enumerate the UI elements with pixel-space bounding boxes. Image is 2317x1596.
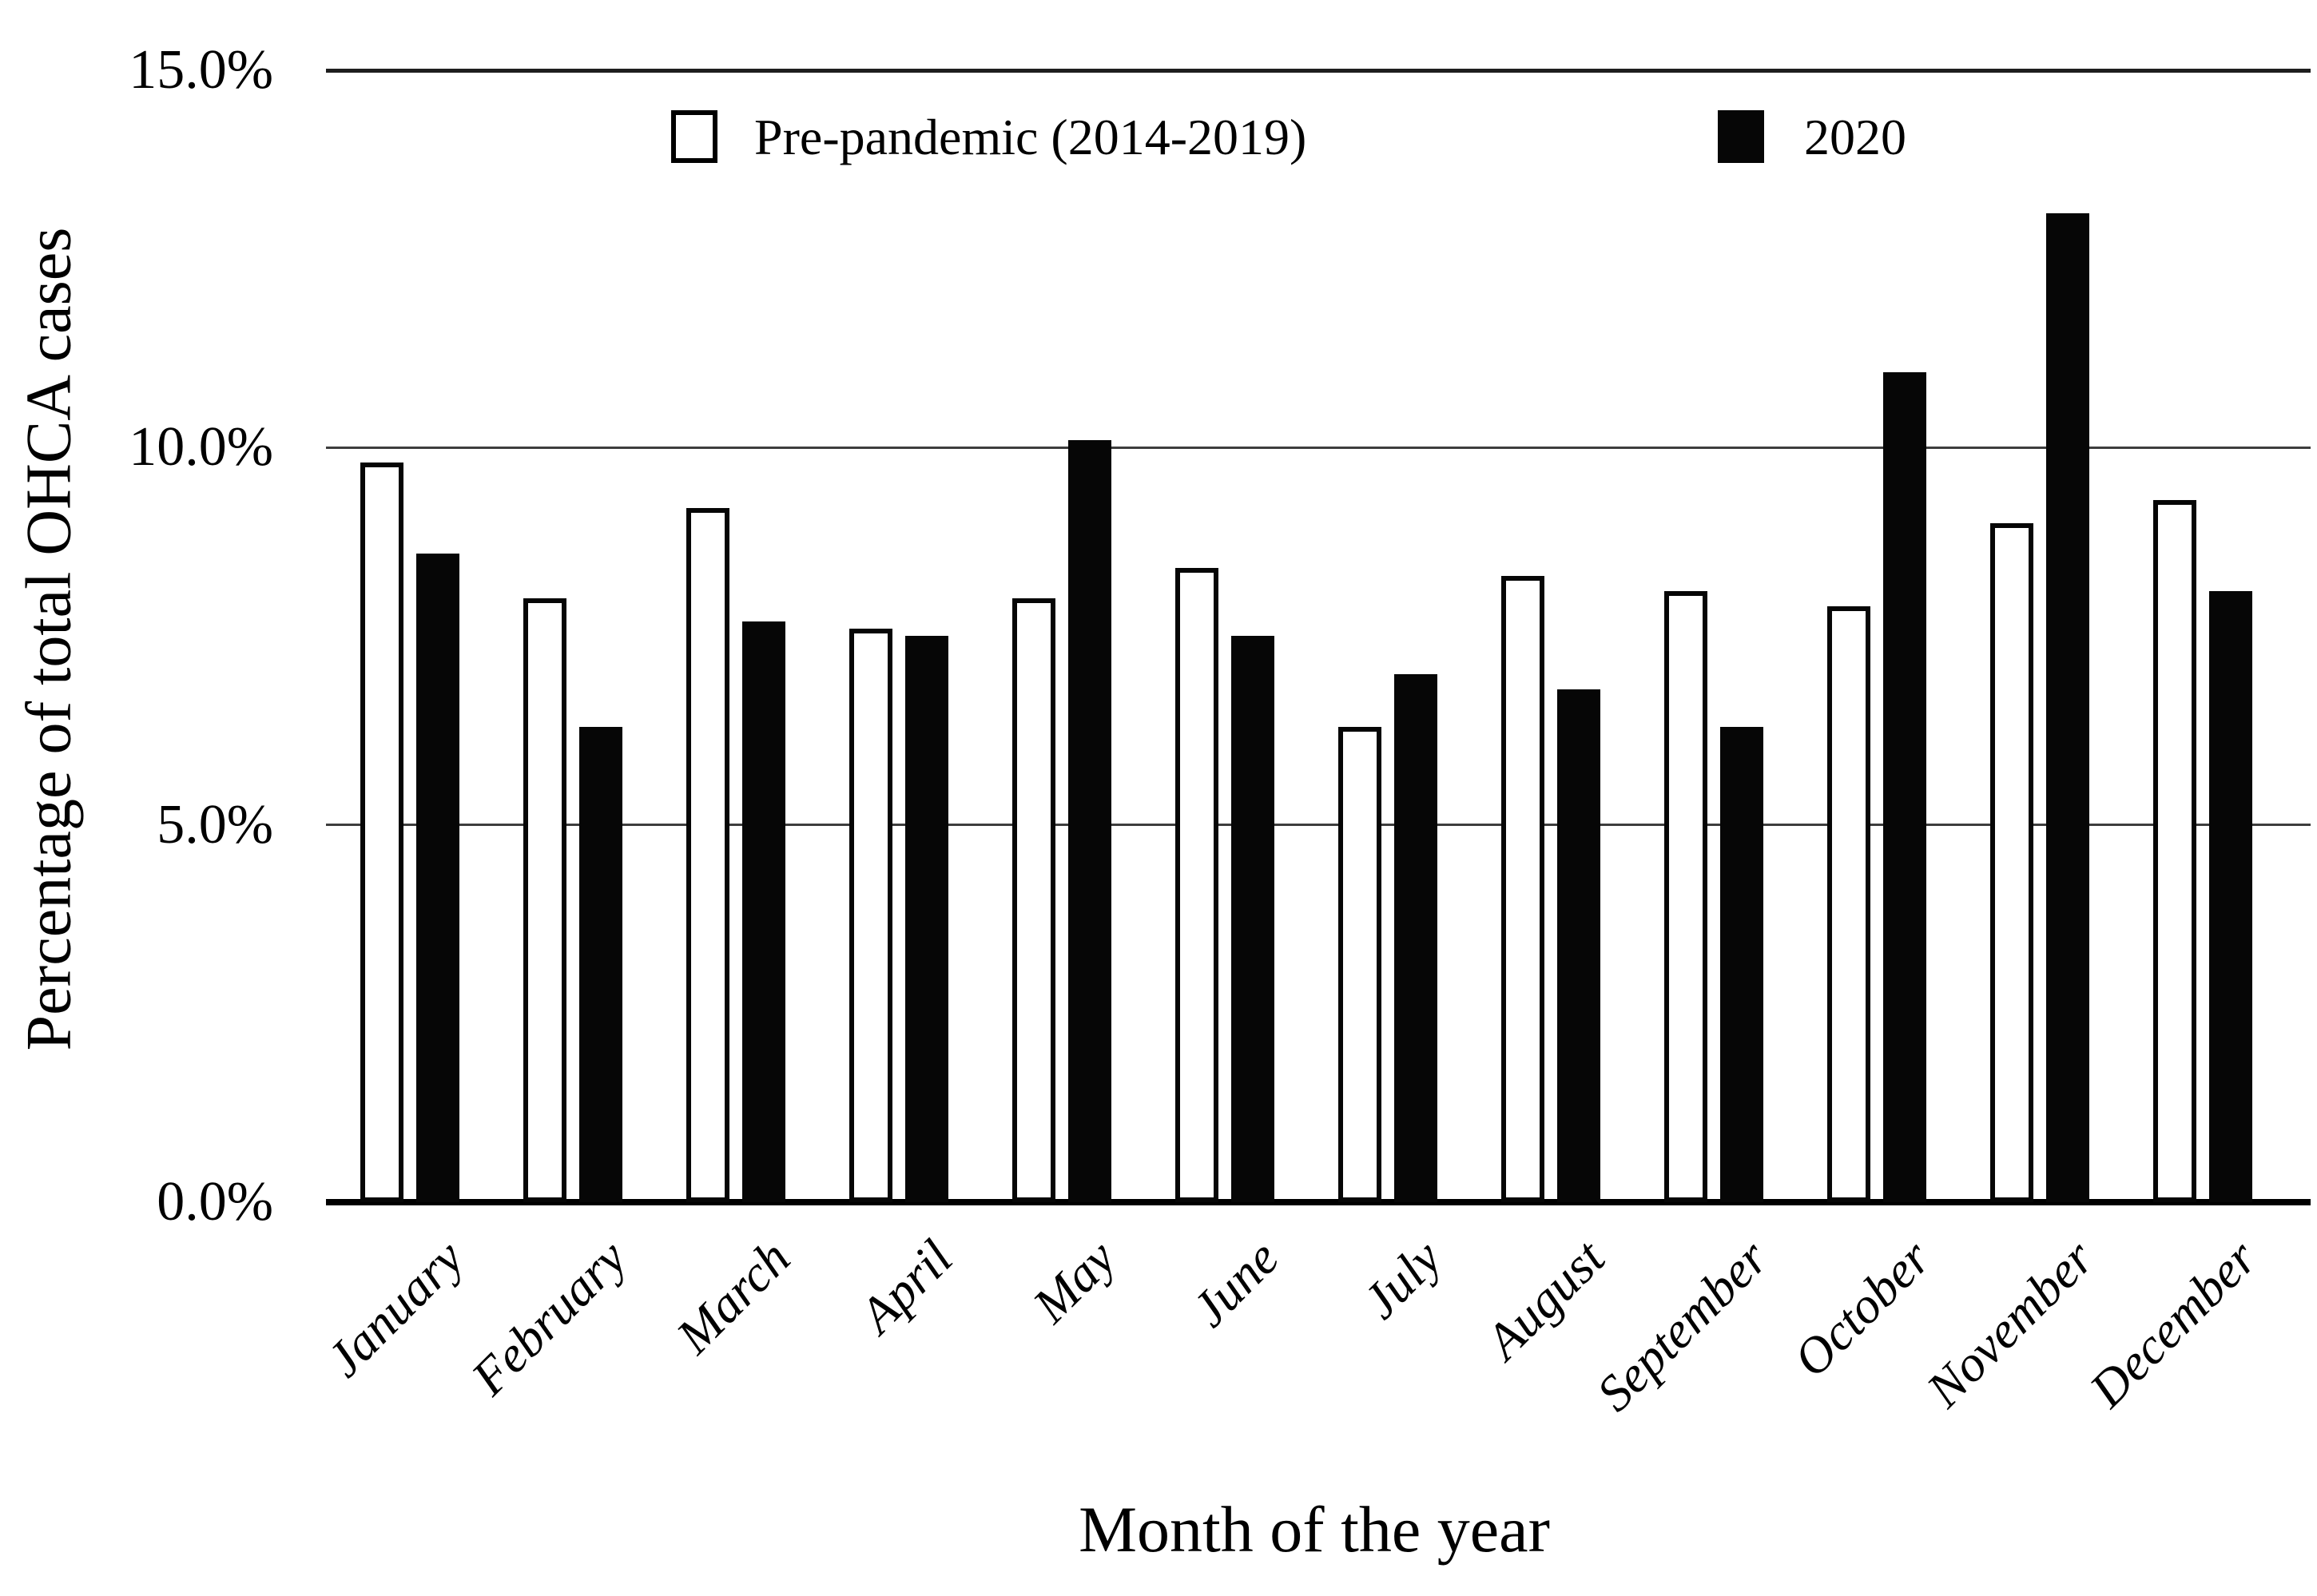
gridline-5pct [326,824,2311,827]
plot-area [328,70,2309,1202]
bar-pre-pandemic-april [849,629,892,1202]
bar-pre-pandemic-march [686,508,729,1202]
bar-2020-january [416,554,459,1202]
x-axis-title: Month of the year [1079,1493,1550,1566]
y-tick-label-0pct: 0.0% [157,1171,273,1233]
x-tick-label-august: August [1474,1229,1616,1370]
y-tick-label-10pct: 10.0% [129,416,273,478]
bar-2020-may [1068,440,1111,1202]
x-tick-label-march: March [665,1229,801,1364]
legend-label-2020: 2020 [1804,109,1906,165]
gridline-15pct [326,68,2311,73]
gridline-10pct [326,446,2311,449]
x-tick-label-january: January [316,1229,475,1388]
bar-pre-pandemic-december [2153,500,2196,1202]
x-tick-label-november: November [1915,1229,2104,1418]
x-tick-label-april: April [849,1229,964,1344]
bar-pre-pandemic-february [523,598,566,1202]
y-tick-label-15pct: 15.0% [129,39,273,101]
bar-2020-july [1394,674,1437,1202]
x-tick-label-september: September [1585,1229,1778,1422]
y-tick-label-5pct: 5.0% [157,793,273,856]
gridline-0pct [326,1199,2311,1205]
x-tick-label-october: October [1782,1229,1941,1388]
legend-marker-2020 [1718,110,1764,163]
bar-2020-november [2046,213,2089,1202]
bar-pre-pandemic-august [1501,576,1544,1202]
bar-2020-august [1557,689,1600,1202]
bar-2020-october [1883,372,1926,1202]
x-tick-label-july: July [1352,1229,1453,1330]
bar-2020-february [579,727,622,1202]
bar-pre-pandemic-september [1664,591,1707,1202]
x-tick-label-february: February [460,1229,638,1406]
bar-pre-pandemic-october [1827,606,1870,1202]
bar-pre-pandemic-may [1012,598,1055,1202]
legend-marker-pre-pandemic [671,110,717,163]
bar-2020-september [1720,727,1763,1202]
x-tick-label-may: May [1022,1229,1127,1334]
bar-pre-pandemic-july [1338,727,1381,1202]
x-tick-label-june: June [1181,1229,1290,1338]
x-tick-label-december: December [2078,1229,2267,1418]
bar-2020-march [742,621,785,1202]
bar-pre-pandemic-june [1175,568,1218,1202]
bar-pre-pandemic-november [1990,523,2033,1202]
bar-2020-june [1231,636,1274,1202]
bar-2020-december [2209,591,2252,1202]
legend-label-pre-pandemic: Pre-pandemic (2014-2019) [754,109,1307,165]
bar-2020-april [905,636,948,1202]
y-axis-title: Percentage of total OHCA cases [14,227,85,1051]
bar-pre-pandemic-january [360,463,403,1202]
